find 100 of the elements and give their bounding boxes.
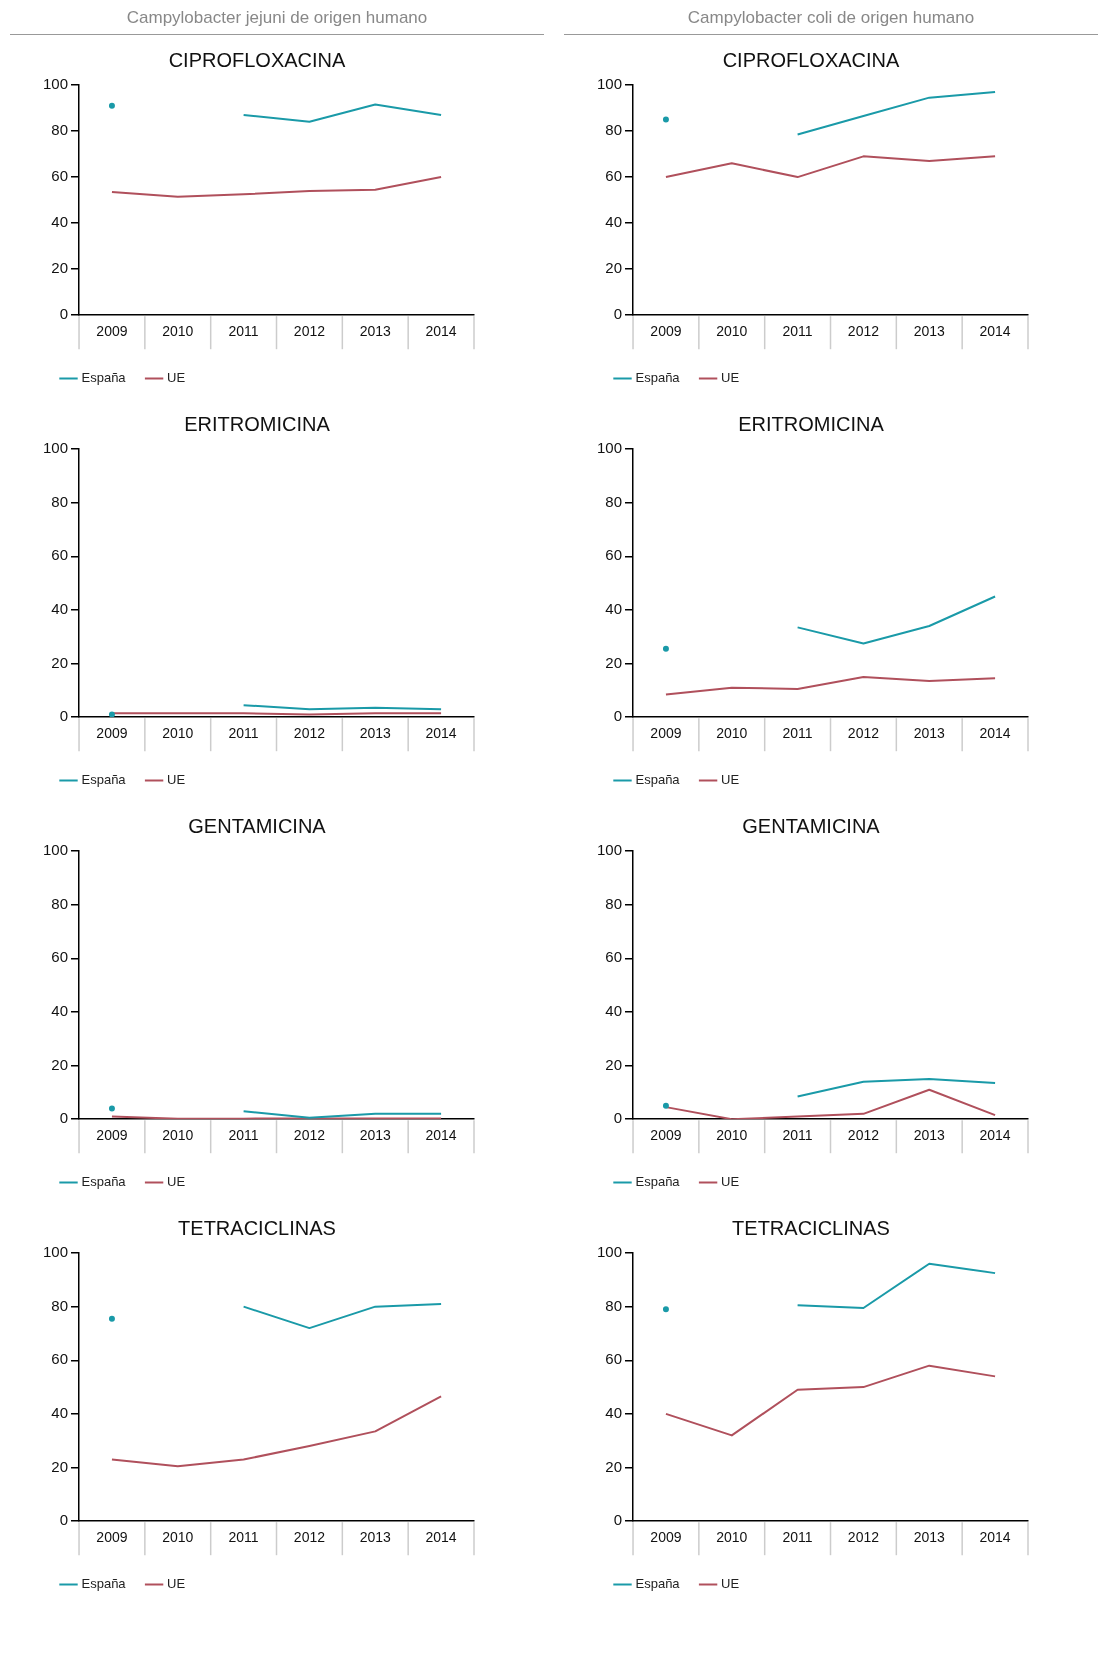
x-tick-label: 2014 bbox=[979, 1529, 1011, 1546]
x-tick-label: 2010 bbox=[716, 725, 748, 742]
y-tick-label: 80 bbox=[51, 1296, 69, 1314]
x-tick-label: 2010 bbox=[162, 1127, 194, 1144]
y-tick-label: 0 bbox=[59, 1109, 69, 1127]
x-tick-label: 2009 bbox=[96, 725, 128, 742]
y-tick-label: 40 bbox=[605, 600, 623, 618]
x-tick-label: 2014 bbox=[425, 323, 457, 340]
legend-label: España bbox=[81, 1576, 127, 1592]
chart-title: CIPROFLOXACINA bbox=[168, 48, 347, 71]
chart-title: GENTAMICINA bbox=[742, 814, 881, 837]
y-tick-label: 0 bbox=[613, 305, 623, 323]
y-tick-label: 40 bbox=[51, 1002, 69, 1020]
x-tick-label: 2011 bbox=[782, 725, 813, 742]
x-tick-label: 2010 bbox=[716, 1529, 748, 1546]
x-tick-label: 2013 bbox=[359, 1529, 392, 1546]
x-tick-label: 2013 bbox=[913, 725, 946, 742]
y-tick-label: 60 bbox=[605, 948, 623, 966]
y-tick-label: 60 bbox=[51, 546, 69, 564]
x-tick-label: 2014 bbox=[979, 1127, 1011, 1144]
y-tick-label: 20 bbox=[51, 1457, 69, 1475]
x-tick-label: 2009 bbox=[650, 725, 682, 742]
x-tick-label: 2012 bbox=[293, 1127, 326, 1144]
x-tick-label: 2013 bbox=[359, 725, 392, 742]
y-tick-label: 80 bbox=[605, 121, 623, 139]
x-tick-label: 2009 bbox=[650, 1529, 682, 1546]
legend-label: UE bbox=[721, 370, 740, 386]
y-tick-label: 20 bbox=[51, 259, 69, 277]
y-tick-label: 60 bbox=[605, 1350, 623, 1368]
x-tick-label: 2011 bbox=[228, 1529, 259, 1546]
y-tick-label: 80 bbox=[51, 492, 69, 510]
x-tick-label: 2011 bbox=[228, 323, 259, 340]
chart-title: CIPROFLOXACINA bbox=[722, 48, 901, 71]
y-tick-label: 80 bbox=[51, 121, 69, 139]
y-tick-label: 40 bbox=[51, 1404, 69, 1422]
y-tick-label: 100 bbox=[597, 439, 623, 457]
y-tick-label: 100 bbox=[43, 439, 69, 457]
y-tick-label: 100 bbox=[597, 841, 623, 859]
y-tick-label: 20 bbox=[605, 259, 623, 277]
x-tick-label: 2011 bbox=[228, 725, 259, 742]
y-tick-label: 20 bbox=[605, 1055, 623, 1073]
x-tick-label: 2014 bbox=[425, 1127, 457, 1144]
y-tick-label: 60 bbox=[605, 167, 623, 185]
y-tick-label: 0 bbox=[613, 1109, 623, 1127]
y-tick-label: 60 bbox=[605, 546, 623, 564]
y-tick-label: 20 bbox=[51, 1055, 69, 1073]
x-tick-label: 2011 bbox=[782, 1529, 813, 1546]
x-tick-label: 2014 bbox=[979, 725, 1011, 742]
x-tick-label: 2010 bbox=[716, 1127, 748, 1144]
legend-label: España bbox=[635, 1576, 681, 1592]
chart-title: TETRACICLINAS bbox=[178, 1216, 336, 1239]
x-tick-label: 2010 bbox=[162, 323, 194, 340]
chart-title: ERITROMICINA bbox=[184, 412, 331, 435]
y-tick-label: 80 bbox=[605, 894, 623, 912]
legend-label: UE bbox=[721, 1174, 740, 1190]
y-tick-label: 60 bbox=[51, 167, 69, 185]
y-tick-label: 100 bbox=[597, 75, 623, 93]
y-tick-label: 0 bbox=[613, 707, 623, 725]
text: Campylobacter coli de origen humano bbox=[564, 4, 1098, 35]
legend-label: España bbox=[81, 772, 127, 788]
x-tick-label: 2009 bbox=[96, 323, 128, 340]
y-tick-label: 40 bbox=[605, 1002, 623, 1020]
x-tick-label: 2012 bbox=[847, 725, 880, 742]
legend-label: UE bbox=[167, 1174, 186, 1190]
x-tick-label: 2011 bbox=[782, 1127, 813, 1144]
y-tick-label: 0 bbox=[59, 1511, 69, 1529]
chart-title: TETRACICLINAS bbox=[732, 1216, 890, 1239]
x-tick-label: 2014 bbox=[425, 1529, 457, 1546]
x-tick-label: 2013 bbox=[359, 323, 392, 340]
y-tick-label: 0 bbox=[613, 1511, 623, 1529]
chart-title: ERITROMICINA bbox=[738, 412, 885, 435]
chart-title: GENTAMICINA bbox=[188, 814, 327, 837]
x-tick-label: 2009 bbox=[96, 1127, 128, 1144]
text: Campylobacter jejuni de origen humano bbox=[10, 4, 544, 35]
x-tick-label: 2014 bbox=[425, 725, 457, 742]
legend-label: UE bbox=[167, 370, 186, 386]
x-tick-label: 2013 bbox=[913, 1529, 946, 1546]
y-tick-label: 40 bbox=[605, 1404, 623, 1422]
y-tick-label: 100 bbox=[43, 75, 69, 93]
y-tick-label: 80 bbox=[605, 1296, 623, 1314]
x-tick-label: 2010 bbox=[162, 725, 194, 742]
y-tick-label: 60 bbox=[51, 948, 69, 966]
y-tick-label: 100 bbox=[597, 1243, 623, 1261]
legend-label: España bbox=[81, 1174, 127, 1190]
x-tick-label: 2013 bbox=[913, 1127, 946, 1144]
y-tick-label: 60 bbox=[51, 1350, 69, 1368]
legend-label: España bbox=[635, 772, 681, 788]
x-tick-label: 2013 bbox=[359, 1127, 392, 1144]
y-tick-label: 40 bbox=[51, 600, 69, 618]
y-tick-label: 100 bbox=[43, 841, 69, 859]
x-tick-label: 2012 bbox=[847, 1127, 880, 1144]
x-tick-label: 2009 bbox=[96, 1529, 128, 1546]
legend-label: UE bbox=[167, 1576, 186, 1592]
x-tick-label: 2011 bbox=[782, 323, 813, 340]
x-tick-label: 2009 bbox=[650, 323, 682, 340]
y-tick-label: 100 bbox=[43, 1243, 69, 1261]
x-tick-label: 2011 bbox=[228, 1127, 259, 1144]
x-tick-label: 2012 bbox=[293, 323, 326, 340]
x-tick-label: 2014 bbox=[979, 323, 1011, 340]
x-tick-label: 2013 bbox=[913, 323, 946, 340]
